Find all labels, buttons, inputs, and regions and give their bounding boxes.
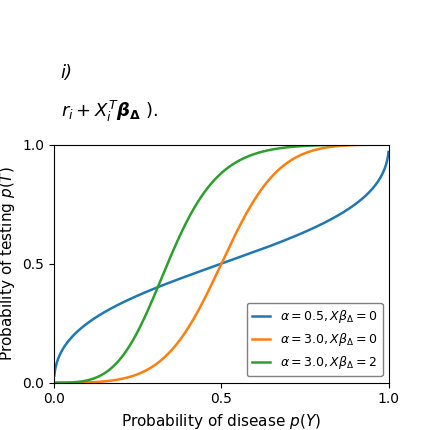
Line: $\alpha = 3.0, X\beta_\Delta = 0$: $\alpha = 3.0, X\beta_\Delta = 0$ bbox=[54, 144, 388, 383]
$\alpha = 3.0, X\beta_\Delta = 0$ bbox=[281, 163, 286, 168]
$\alpha = 0.5, X\beta_\Delta = 0$ bbox=[386, 149, 391, 154]
$\alpha = 3.0, X\beta_\Delta = 0$ bbox=[52, 380, 57, 385]
Line: $\alpha = 3.0, X\beta_\Delta = 2$: $\alpha = 3.0, X\beta_\Delta = 2$ bbox=[54, 144, 388, 383]
Y-axis label: Probability of testing $p(T)$: Probability of testing $p(T)$ bbox=[0, 166, 17, 361]
$\alpha = 3.0, X\beta_\Delta = 2$ bbox=[187, 214, 192, 219]
X-axis label: Probability of disease $p(Y)$: Probability of disease $p(Y)$ bbox=[121, 412, 321, 430]
Line: $\alpha = 0.5, X\beta_\Delta = 0$: $\alpha = 0.5, X\beta_\Delta = 0$ bbox=[54, 152, 388, 375]
$\alpha = 3.0, X\beta_\Delta = 0$ bbox=[318, 146, 324, 151]
$\alpha = 0.5, X\beta_\Delta = 0$ bbox=[187, 273, 192, 278]
$\alpha = 3.0, X\beta_\Delta = 2$ bbox=[312, 143, 318, 148]
$\alpha = 3.0, X\beta_\Delta = 0$ bbox=[199, 302, 204, 307]
$\alpha = 3.0, X\beta_\Delta = 0$ bbox=[86, 380, 91, 385]
Legend: $\alpha = 0.5, X\beta_\Delta = 0$, $\alpha = 3.0, X\beta_\Delta = 0$, $\alpha = : $\alpha = 0.5, X\beta_\Delta = 0$, $\alp… bbox=[247, 303, 383, 376]
$\alpha = 3.0, X\beta_\Delta = 2$ bbox=[281, 145, 286, 150]
$\alpha = 3.0, X\beta_\Delta = 0$ bbox=[312, 147, 318, 153]
$\alpha = 3.0, X\beta_\Delta = 2$ bbox=[386, 142, 391, 147]
$\alpha = 3.0, X\beta_\Delta = 0$ bbox=[386, 142, 391, 147]
Text: $r_i + X_i^T \boldsymbol{\beta}_{\boldsymbol{\Delta}}\ ).$: $r_i + X_i^T \boldsymbol{\beta}_{\boldsy… bbox=[60, 98, 158, 123]
$\alpha = 3.0, X\beta_\Delta = 0$ bbox=[187, 323, 192, 329]
$\alpha = 0.5, X\beta_\Delta = 0$ bbox=[199, 268, 204, 273]
$\alpha = 0.5, X\beta_\Delta = 0$ bbox=[52, 373, 57, 378]
$\alpha = 0.5, X\beta_\Delta = 0$ bbox=[281, 238, 286, 243]
$\alpha = 0.5, X\beta_\Delta = 0$ bbox=[86, 320, 91, 325]
$\alpha = 3.0, X\beta_\Delta = 2$ bbox=[199, 194, 204, 199]
$\alpha = 3.0, X\beta_\Delta = 2$ bbox=[52, 380, 57, 385]
$\alpha = 0.5, X\beta_\Delta = 0$ bbox=[318, 222, 324, 227]
$\alpha = 0.5, X\beta_\Delta = 0$ bbox=[312, 225, 318, 230]
$\alpha = 3.0, X\beta_\Delta = 2$ bbox=[318, 143, 324, 148]
$\alpha = 3.0, X\beta_\Delta = 2$ bbox=[86, 378, 91, 383]
Text: i): i) bbox=[60, 64, 73, 83]
